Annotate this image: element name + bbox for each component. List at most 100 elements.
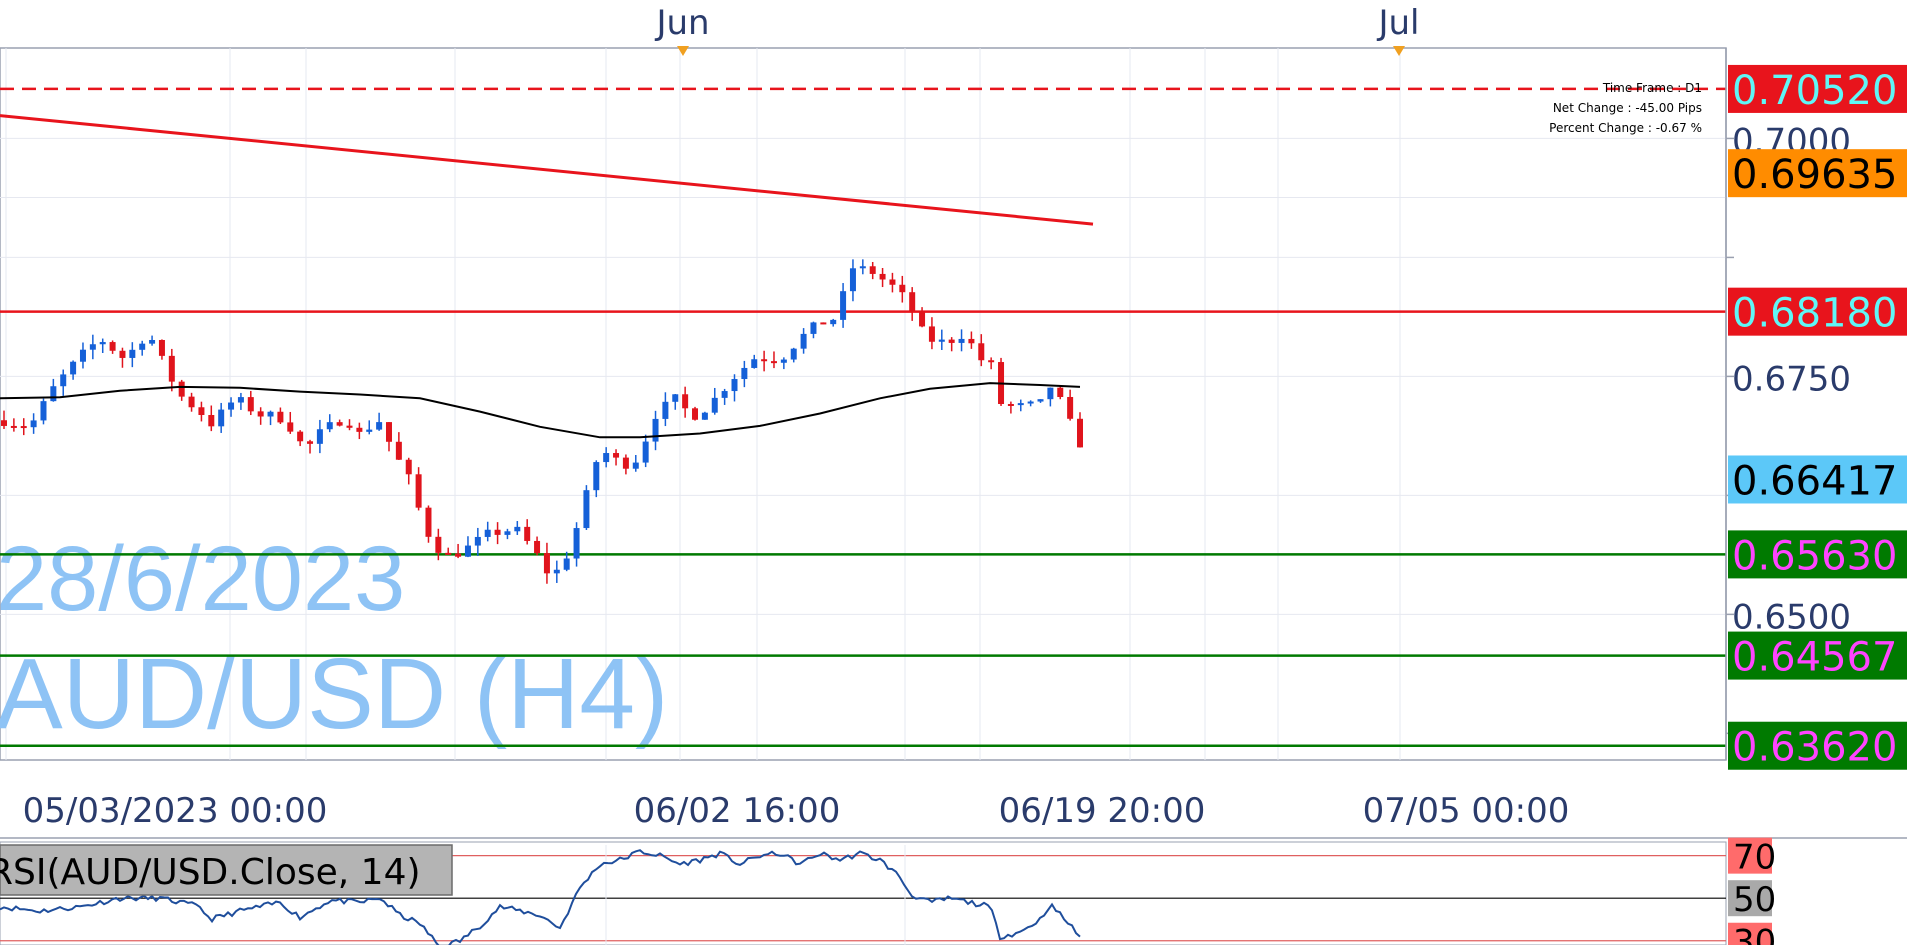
candle-body <box>642 441 649 463</box>
y-tick-label: 0.6500 <box>1732 597 1851 637</box>
candle-body <box>790 348 797 360</box>
month-marker-jul <box>1393 46 1405 56</box>
candle-body <box>701 412 708 420</box>
candle-body <box>277 411 284 423</box>
candle-body <box>307 441 314 444</box>
info-box: Time Frame : D1 Net Change : -45.00 Pips… <box>1549 81 1702 135</box>
moving-average-line <box>0 382 1081 439</box>
info-time-frame: Time Frame : D1 <box>1602 81 1702 95</box>
candle-body <box>40 401 47 421</box>
candle-body <box>988 360 995 363</box>
candle-body <box>928 326 935 342</box>
candle-body <box>711 397 718 413</box>
candle-body <box>50 386 57 402</box>
candle-body <box>415 474 422 508</box>
price-label-box <box>1728 455 1907 504</box>
candle-body <box>1057 387 1064 397</box>
candle-body <box>672 394 679 402</box>
candle-body <box>257 411 264 417</box>
rsi-level-box <box>1728 922 1772 945</box>
candle-body <box>149 339 156 344</box>
candle-body <box>198 407 205 416</box>
candle-body <box>89 344 96 350</box>
trendline <box>0 114 1094 226</box>
candle-body <box>879 273 886 280</box>
candle-body <box>366 429 373 432</box>
candle-body <box>770 361 777 364</box>
candle-body <box>1067 396 1074 419</box>
price-label: 0.70520 <box>1732 68 1897 114</box>
x-tick-label: 05/03/2023 00:00 <box>23 791 328 831</box>
candle-body <box>237 397 244 403</box>
candle-body <box>919 310 926 327</box>
candle-body <box>830 319 837 325</box>
candle-body <box>899 284 906 293</box>
candle-body <box>129 349 136 358</box>
candle-body <box>385 422 392 442</box>
candle-body <box>909 292 916 311</box>
price-label-box <box>1728 631 1907 680</box>
candle-body <box>889 279 896 285</box>
candle-body <box>484 529 491 537</box>
candle-body <box>376 422 383 430</box>
candlestick-series <box>1 259 1083 584</box>
candle-body <box>445 552 452 555</box>
candle-body <box>1027 401 1034 404</box>
candle-body <box>336 422 343 426</box>
candle-body <box>948 339 955 343</box>
month-axis: Jun Jul <box>654 3 1420 56</box>
candle-body <box>603 453 610 463</box>
info-net-change: Net Change : -45.00 Pips <box>1553 101 1702 115</box>
candle-body <box>543 553 550 574</box>
price-label: 0.68180 <box>1732 291 1897 337</box>
candle-body <box>425 507 432 537</box>
candle-body <box>247 397 254 412</box>
x-tick-label: 07/05 00:00 <box>1363 791 1570 831</box>
candle-body <box>563 558 570 570</box>
candle-body <box>297 431 304 442</box>
candle-body <box>622 457 629 469</box>
candle-body <box>10 425 17 428</box>
candle-body <box>721 391 728 398</box>
price-label-box <box>1728 530 1907 579</box>
candle-body <box>356 427 363 432</box>
candle-body <box>1037 399 1044 402</box>
candle-body <box>178 381 185 397</box>
candle-body <box>119 350 126 358</box>
rsi-level-label: 30 <box>1733 923 1776 945</box>
candle-body <box>869 266 876 274</box>
candle-body <box>849 268 856 292</box>
price-axis-labels: 0.70520 0.69635 0.68180 0.66417 0.65630 0.645… <box>1728 64 1907 771</box>
candle-body <box>435 536 442 553</box>
candle-body <box>761 359 768 362</box>
candle-body <box>652 418 659 442</box>
price-label: 0.63620 <box>1732 725 1897 771</box>
candle-body <box>741 367 748 380</box>
candle-body <box>464 545 471 557</box>
candle-body <box>751 359 758 368</box>
x-tick-label: 06/02 16:00 <box>634 791 841 831</box>
indicator-overlays <box>0 114 1094 439</box>
candle-body <box>553 569 560 574</box>
candle-body <box>316 429 323 444</box>
candle-body <box>228 402 235 410</box>
candle-body <box>208 415 215 427</box>
candle-body <box>593 462 600 491</box>
candle-body <box>692 408 699 420</box>
candle-body <box>958 338 965 343</box>
month-label-jul: Jul <box>1376 3 1419 43</box>
rsi-title: RSI(AUD/USD.Close, 14) <box>0 852 421 893</box>
candle-body <box>1017 403 1024 406</box>
candle-body <box>840 291 847 320</box>
candle-body <box>524 526 531 541</box>
month-marker-jun <box>677 46 689 56</box>
x-tick-label: 06/19 20:00 <box>999 791 1206 831</box>
candle-body <box>534 540 541 554</box>
candle-body <box>514 526 521 532</box>
candle-body <box>810 322 817 334</box>
candle-body <box>109 342 116 351</box>
candle-body <box>267 411 274 417</box>
candle-body <box>346 425 353 428</box>
candle-body <box>188 396 195 408</box>
